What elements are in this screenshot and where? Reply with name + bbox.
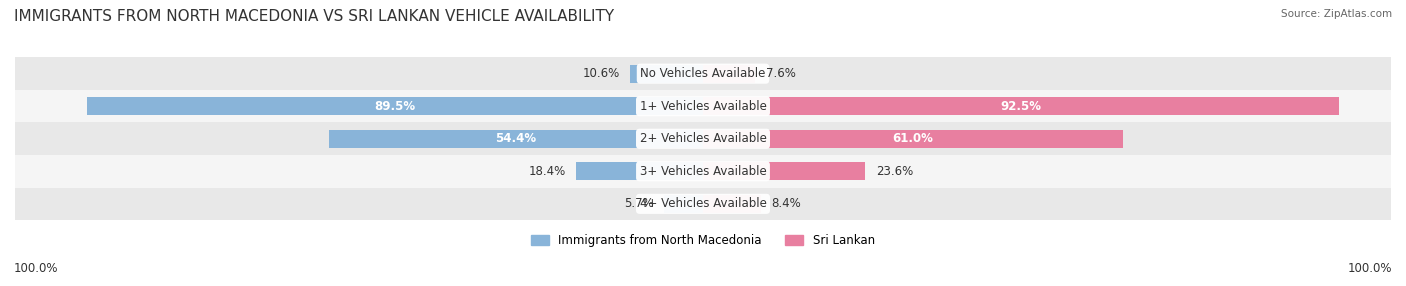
Bar (15, 155, 1391, 188)
Text: 5.7%: 5.7% (624, 197, 654, 210)
Text: 61.0%: 61.0% (893, 132, 934, 145)
Text: 100.0%: 100.0% (1347, 262, 1392, 275)
Text: 92.5%: 92.5% (1001, 100, 1042, 113)
Bar (703, 130, 1122, 148)
Text: 23.6%: 23.6% (876, 165, 912, 178)
Text: IMMIGRANTS FROM NORTH MACEDONIA VS SRI LANKAN VEHICLE AVAILABILITY: IMMIGRANTS FROM NORTH MACEDONIA VS SRI L… (14, 9, 614, 23)
Text: 1+ Vehicles Available: 1+ Vehicles Available (640, 100, 766, 113)
Text: 8.4%: 8.4% (770, 197, 801, 210)
Bar (664, 195, 703, 213)
Text: 100.0%: 100.0% (14, 262, 59, 275)
Text: 7.6%: 7.6% (766, 67, 796, 80)
Legend: Immigrants from North Macedonia, Sri Lankan: Immigrants from North Macedonia, Sri Lan… (531, 234, 875, 247)
Text: No Vehicles Available: No Vehicles Available (640, 67, 766, 80)
Bar (703, 65, 755, 83)
Bar (703, 162, 865, 180)
Bar (15, 122, 1391, 155)
Text: 18.4%: 18.4% (529, 165, 567, 178)
Text: 54.4%: 54.4% (495, 132, 537, 145)
Text: 2+ Vehicles Available: 2+ Vehicles Available (640, 132, 766, 145)
Bar (703, 97, 1340, 115)
Bar (576, 162, 703, 180)
Text: Source: ZipAtlas.com: Source: ZipAtlas.com (1281, 9, 1392, 19)
Text: 4+ Vehicles Available: 4+ Vehicles Available (640, 197, 766, 210)
Bar (87, 97, 703, 115)
Text: 3+ Vehicles Available: 3+ Vehicles Available (640, 165, 766, 178)
Bar (15, 90, 1391, 122)
Bar (630, 65, 703, 83)
Text: 10.6%: 10.6% (582, 67, 620, 80)
Text: 89.5%: 89.5% (374, 100, 416, 113)
Bar (703, 195, 761, 213)
Bar (15, 188, 1391, 220)
Bar (329, 130, 703, 148)
Bar (15, 57, 1391, 90)
